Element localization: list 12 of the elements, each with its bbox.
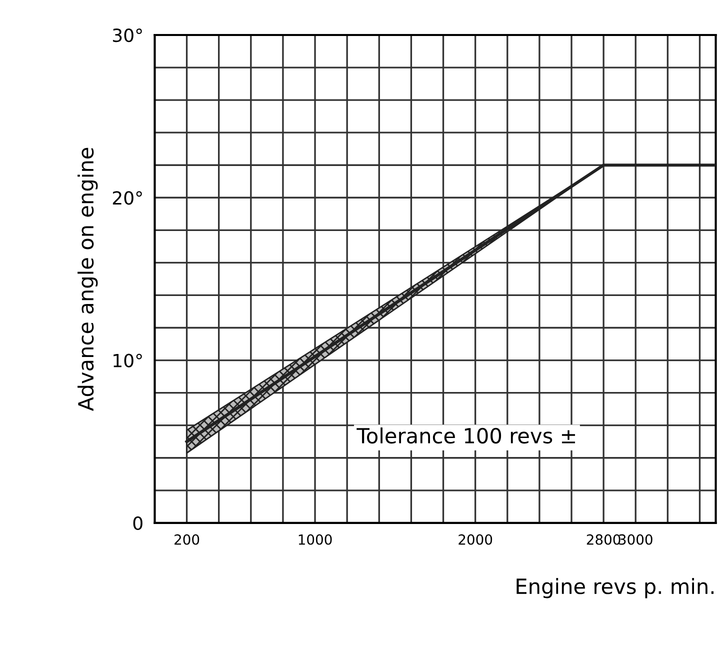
y-tick-label: 0 (133, 516, 142, 530)
y-axis-title: Advance angle on engine (78, 148, 98, 411)
x-tick-label: 2800 (586, 534, 620, 545)
x-axis-title: Engine revs p. min. (516, 578, 714, 598)
annotation: Tolerance 100 revs ± (356, 427, 576, 444)
x-tick-label: 3000 (619, 534, 652, 545)
y-tick-label: 10° (114, 354, 142, 368)
y-tick-label: 20° (112, 191, 142, 205)
x-tick-label: 1000 (298, 534, 332, 545)
y-tick-label: 30° (112, 28, 142, 42)
x-tick-label: 200 (174, 534, 200, 545)
x-tick-label: 2000 (458, 534, 492, 545)
